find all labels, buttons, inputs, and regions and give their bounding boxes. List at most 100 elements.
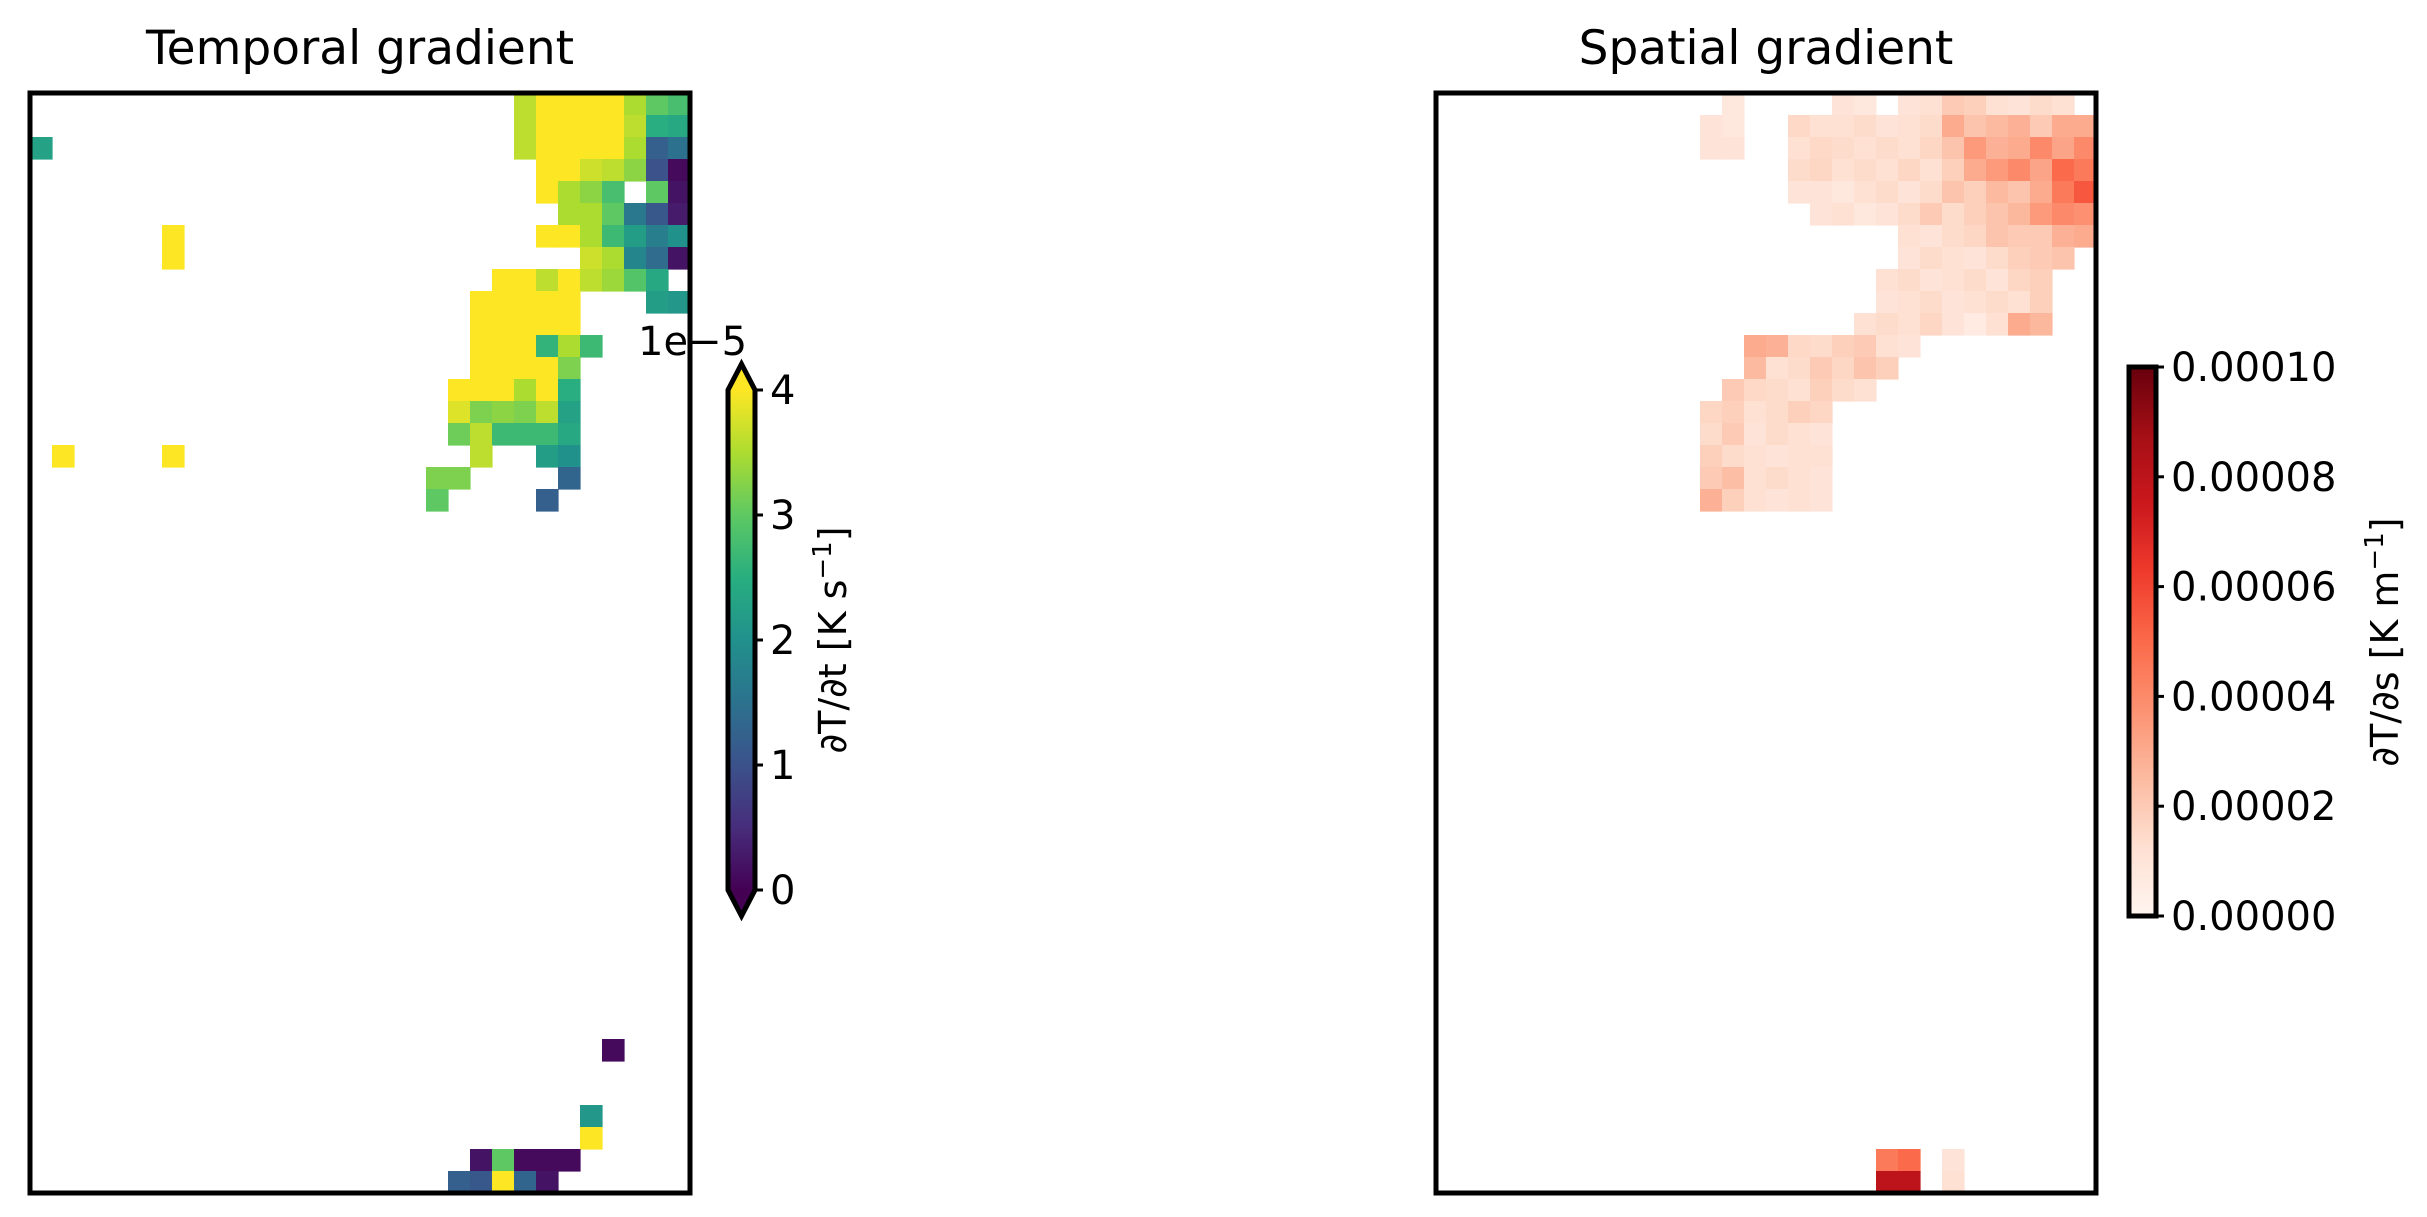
- temporal-heatmap-cell: [602, 247, 625, 270]
- spatial-heatmap-cell: [2030, 137, 2053, 160]
- temporal-heatmap-cell: [558, 137, 581, 160]
- temporal-heatmap-cell: [668, 225, 691, 248]
- temporal-heatmap-cell: [514, 1171, 537, 1194]
- temporal-heatmap-cell: [668, 159, 691, 182]
- temporal-heatmap-cell: [602, 137, 625, 160]
- spatial-heatmap-cell: [1854, 203, 1877, 226]
- spatial-heatmap-cell: [1810, 203, 1833, 226]
- spatial-heatmap-cell: [1898, 269, 1921, 292]
- spatial-heatmap-cell: [1942, 247, 1965, 270]
- spatial-heatmap-cell: [1832, 115, 1855, 138]
- spatial-heatmap-cell: [1920, 93, 1943, 116]
- temporal-heatmap-cell: [470, 291, 493, 314]
- spatial-heatmap-cell: [1832, 203, 1855, 226]
- temporal-heatmap-cell: [52, 445, 75, 468]
- spatial-heatmap-cell: [1854, 357, 1877, 380]
- spatial-heatmap-cell: [2052, 137, 2075, 160]
- temporal-heatmap-cell: [580, 159, 603, 182]
- temporal-heatmap-cell: [536, 181, 559, 204]
- spatial-heatmap-cell: [1898, 247, 1921, 270]
- temporal-heatmap-cell: [602, 225, 625, 248]
- temporal-heatmap-cell: [602, 115, 625, 138]
- temporal-heatmap-cell: [646, 203, 669, 226]
- temporal-heatmap-cell: [536, 93, 559, 116]
- spatial-heatmap-cell: [1876, 1171, 1899, 1194]
- temporal-heatmap-cell: [30, 137, 53, 160]
- spatial-heatmap-cell: [2030, 269, 2053, 292]
- temporal-heatmap-cell: [470, 313, 493, 336]
- temporal-heatmap-cell: [514, 115, 537, 138]
- temporal-heatmap-cell: [646, 159, 669, 182]
- spatial-heatmap-cell: [1854, 115, 1877, 138]
- spatial-heatmap-cell: [1876, 181, 1899, 204]
- spatial-heatmap-cell: [1788, 445, 1811, 468]
- temporal-heatmap-cell: [536, 159, 559, 182]
- temporal-colorbar-tick-label: 2: [770, 618, 795, 664]
- spatial-heatmap-cell: [2008, 225, 2031, 248]
- temporal-heatmap-cell: [558, 313, 581, 336]
- spatial-panel: Spatial gradient: [1433, 21, 2099, 1196]
- spatial-heatmap-cell: [1700, 137, 1723, 160]
- spatial-heatmap-cell: [1898, 225, 1921, 248]
- temporal-colorbar-gradient: [728, 390, 755, 890]
- spatial-heatmap-cell: [1920, 181, 1943, 204]
- spatial-colorbar-tick-label: 0.00004: [2171, 674, 2336, 720]
- spatial-heatmap-cell: [1920, 269, 1943, 292]
- spatial-heatmap-cell: [1898, 93, 1921, 116]
- spatial-heatmap-cell: [1788, 467, 1811, 490]
- spatial-heatmap-cell: [2030, 203, 2053, 226]
- temporal-heatmap-cell: [580, 1105, 603, 1128]
- temporal-colorbar-extend-max: [728, 364, 755, 390]
- temporal-heatmap-cell: [514, 379, 537, 402]
- temporal-heatmap-cell: [624, 137, 647, 160]
- temporal-colorbar-tick-label: 0: [770, 868, 795, 914]
- temporal-heatmap-cell: [492, 423, 515, 446]
- spatial-heatmap-cell: [1700, 115, 1723, 138]
- spatial-heatmap-cell: [2074, 159, 2097, 182]
- spatial-heatmap-cell: [1964, 181, 1987, 204]
- temporal-heatmap-cell: [470, 445, 493, 468]
- temporal-heatmap-cell: [536, 357, 559, 380]
- spatial-heatmap-cell: [1788, 379, 1811, 402]
- spatial-heatmap-cell: [1986, 225, 2009, 248]
- spatial-heatmap-cell: [1876, 137, 1899, 160]
- spatial-heatmap-cell: [1766, 423, 1789, 446]
- temporal-colorbar-label-sup: −1: [808, 541, 838, 579]
- temporal-colorbar-ticks: 0 1 2 3 4: [755, 368, 795, 914]
- spatial-heatmap-cell: [1986, 269, 2009, 292]
- spatial-heatmap-cell: [1964, 313, 1987, 336]
- spatial-heatmap-cell: [1810, 401, 1833, 424]
- temporal-heatmap-cell: [536, 401, 559, 424]
- spatial-heatmap-cell: [1744, 401, 1767, 424]
- temporal-heatmap-cell: [646, 291, 669, 314]
- spatial-heatmap-cell: [1722, 93, 1745, 116]
- spatial-heatmap-cell: [2052, 247, 2075, 270]
- spatial-heatmap-cell: [1964, 203, 1987, 226]
- spatial-heatmap-cell: [1722, 445, 1745, 468]
- spatial-heatmap-cell: [2052, 115, 2075, 138]
- spatial-heatmap-cell: [1876, 115, 1899, 138]
- spatial-heatmap-cell: [1964, 93, 1987, 116]
- spatial-heatmap-cell: [1766, 445, 1789, 468]
- spatial-colorbar-tick-label: 0.00010: [2171, 345, 2336, 391]
- spatial-heatmap-cell: [1832, 93, 1855, 116]
- spatial-heatmap-cell: [1832, 159, 1855, 182]
- spatial-heatmap-cell: [2008, 291, 2031, 314]
- temporal-heatmap-cell: [668, 203, 691, 226]
- spatial-heatmap-cell: [2052, 159, 2075, 182]
- spatial-colorbar-tick-label: 0.00000: [2171, 894, 2336, 940]
- temporal-heatmap-cell: [580, 269, 603, 292]
- spatial-heatmap-cell: [1876, 269, 1899, 292]
- spatial-heatmap-cell: [1986, 181, 2009, 204]
- temporal-colorbar-label-main: ∂T/∂t [K s: [811, 580, 855, 754]
- spatial-heatmap-cell: [2074, 115, 2097, 138]
- spatial-heatmap-cell: [2030, 159, 2053, 182]
- spatial-colorbar: 0.00000 0.00002 0.00004 0.00006 0.00008 0.000…: [2126, 345, 2407, 940]
- spatial-colorbar-label-sup: −1: [2360, 532, 2390, 570]
- temporal-heatmap-cell: [536, 225, 559, 248]
- temporal-heatmap-cell: [558, 423, 581, 446]
- temporal-heatmap-cell: [558, 379, 581, 402]
- spatial-heatmap-cell: [2030, 93, 2053, 116]
- temporal-heatmap-cell: [580, 181, 603, 204]
- spatial-heatmap-cell: [1788, 335, 1811, 358]
